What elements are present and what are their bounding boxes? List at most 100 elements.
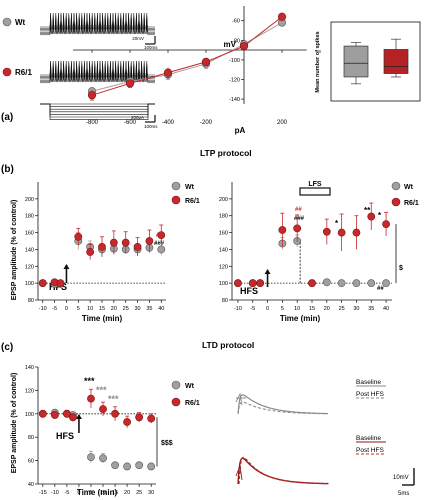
legend-b2: Wt R6/1: [391, 181, 419, 207]
ltp-b-xtick-label--10: -10: [234, 306, 242, 312]
ltp-b-xtick-label--5: -5: [250, 306, 255, 312]
ltd-point-R6/1-0: [38, 409, 47, 418]
spike-trace-wt-3: [40, 19, 155, 32]
ltp-b-annot-2: ###: [294, 216, 305, 222]
legend-b2-r61-marker: [391, 197, 401, 207]
ltp-a-xtick-label-15: 15: [99, 306, 105, 312]
ltd-xtick-label--15: -15: [39, 490, 47, 496]
ltd-xtick-label--5: -5: [64, 490, 69, 496]
ltp-b-ytick-label-200: 200: [219, 197, 228, 203]
iv-xtick-label--600: -600: [124, 120, 137, 126]
ltp-b-xtick-label-30: 30: [353, 306, 359, 312]
iv-ylabel: mV: [224, 40, 237, 49]
legend-c-r61-marker: [171, 397, 181, 407]
ltp-a-xtick-label-10: 10: [87, 306, 93, 312]
ltp-a-xtick-label-35: 35: [146, 306, 152, 312]
epsp-wt-post-trace: [237, 401, 329, 415]
ltp-title: LTP protocol: [200, 148, 252, 158]
ltp-a-point-R6/1-4: [86, 248, 95, 256]
ltp-a-hfs-arrow-head: [63, 264, 70, 269]
ltd-ytick-label-80: 80: [28, 435, 34, 441]
ltd-ytick-label-120: 120: [25, 388, 34, 394]
ltd-point-Wt-5: [99, 454, 107, 463]
legend-b1-wt-label: Wt: [185, 184, 195, 191]
trace-scale-top: 20mV 100ms: [132, 36, 158, 50]
ltp-b-xtick-label-15: 15: [309, 306, 315, 312]
iv-xtick-label--200: -200: [200, 120, 213, 126]
panel-label-b: (b): [1, 164, 14, 175]
spike-trace-r61-1: [40, 63, 155, 77]
ltp-b-xtick-label-25: 25: [339, 306, 345, 312]
ltp-a-xtick-label-25: 25: [123, 306, 129, 312]
ltd-point-Wt-7: [123, 462, 132, 471]
ltd-hfs-arrow-head: [75, 414, 82, 419]
ltp-a-xtick-label--5: -5: [52, 306, 57, 312]
ltd-xtick-label-0: 0: [77, 490, 80, 496]
spike-trace-r61-3: [40, 67, 155, 80]
ltp-a-point-R6/1-5: [98, 242, 106, 251]
ltp-b-ytick-label-120: 120: [219, 264, 228, 270]
current-step-1: [40, 103, 155, 107]
epsp-scale-v: 10mV: [393, 475, 409, 481]
iv-ytick-label--100: -100: [229, 58, 240, 64]
ltp-a-hfs: HFS: [49, 282, 67, 292]
ltp-b-lfs-box: [299, 187, 331, 196]
spike-trace-wt-4: [40, 22, 155, 33]
legend-b2-wt-label: Wt: [404, 184, 414, 191]
ltp-b-point-R6/1-3: [278, 226, 287, 234]
ltp-a-point-R6/1-8: [133, 242, 142, 251]
ltd-title: LTD protocol: [202, 340, 254, 350]
epsp-legend-r61: Baseline Post HFS: [356, 435, 386, 455]
box-iqr-R6/1: [383, 49, 409, 74]
ltp-b-lfs: LFS: [308, 181, 322, 188]
ltp-b-annot-5: *: [378, 211, 382, 220]
iv-ytick-label--80: -80: [232, 38, 240, 44]
iv-xlabel: pA: [235, 126, 246, 135]
spike-traces: [40, 12, 155, 120]
iv-xtick-label--800: -800: [86, 120, 99, 126]
ltp-b-xtick-label-20: 20: [324, 306, 330, 312]
epsp-r61-post-trace: [238, 456, 330, 485]
ltp-b-annot-4: **: [364, 206, 371, 215]
current-step-3: [40, 103, 155, 113]
ltp-b-xtick-label-35: 35: [368, 306, 374, 312]
ltp-b-hfs: HFS: [240, 286, 258, 296]
box-frame: [330, 21, 421, 102]
ltd-xtick-label-20: 20: [124, 490, 130, 496]
ltd-point-Wt-6: [111, 461, 119, 470]
ltp-b-xtick-label-40: 40: [383, 306, 389, 312]
legend-a: Wt R6/1: [2, 17, 32, 77]
ltd-point-R6/1-2: [62, 409, 71, 418]
epsp-wt-baseline: Baseline: [356, 379, 381, 386]
ltd-point-R6/1-1: [50, 411, 59, 419]
ltp-b-point-R6/1-0: [234, 279, 242, 288]
ltd-point-Wt-4: [87, 453, 95, 461]
epsp-scale-t: 5ms: [398, 491, 409, 497]
ltp-lfs-chart: Time (min) HFS LFS ## ### * ** * ## $ 80…: [219, 181, 403, 323]
legend-a-wt-marker: [2, 17, 12, 27]
ltp-b-point-R6/1-7: [337, 228, 346, 237]
legend-b1-r61-label: R6/1: [185, 198, 200, 205]
epsp-scale: 10mV 5ms: [393, 468, 415, 497]
legend-c: Wt R6/1: [171, 380, 200, 407]
panel-label-c: (c): [1, 342, 13, 353]
ltd-point-R6/1-3: [69, 413, 77, 422]
ltp-a-ytick-label-80: 80: [28, 298, 34, 304]
ltp-b-ytick-label-140: 140: [219, 247, 228, 253]
ltd-ytick-label-140: 140: [25, 365, 34, 371]
iv-ytick-label--140: -140: [229, 97, 240, 103]
ltp-a-point-R6/1-2: [56, 279, 65, 288]
ltp-b-ytick-label-180: 180: [219, 214, 228, 220]
ltd-point-Wt-9: [147, 462, 156, 471]
legend-b2-wt-marker: [391, 181, 401, 191]
legend-b1-r61-marker: [171, 195, 181, 205]
ltd-xtick-label-25: 25: [136, 490, 142, 496]
ltd-point-R6/1-8: [135, 413, 144, 422]
ltp-b-annot-1: ##: [295, 207, 302, 213]
epsp-legend-wt: Baseline Post HFS: [356, 379, 386, 399]
ltp-a-ytick-label-160: 160: [25, 231, 34, 237]
ltp-a-xtick-label-30: 30: [134, 306, 140, 312]
scale-bottom-i: 200pA: [131, 115, 144, 120]
epsp-wt-artifact: [235, 392, 243, 406]
epsp-r61-baseline-trace: [237, 457, 329, 485]
